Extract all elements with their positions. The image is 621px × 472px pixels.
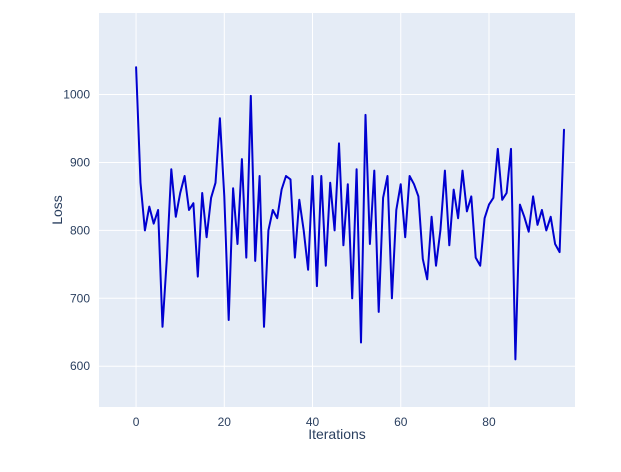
y-tick-label: 700 [70, 291, 90, 305]
x-tick-label: 20 [218, 415, 232, 429]
y-tick-label: 1000 [63, 88, 90, 102]
x-axis-title: Iterations [308, 426, 366, 442]
y-tick-label: 900 [70, 155, 90, 169]
x-tick-label: 80 [482, 415, 496, 429]
y-tick-label: 600 [70, 359, 90, 373]
x-tick-label: 0 [133, 415, 140, 429]
x-tick-label: 60 [394, 415, 408, 429]
plot-panel [99, 13, 575, 407]
y-axis-title: Loss [49, 195, 65, 225]
y-tick-label: 800 [70, 223, 90, 237]
x-tick-label: 40 [306, 415, 320, 429]
loss-line-series [135, 66, 565, 361]
